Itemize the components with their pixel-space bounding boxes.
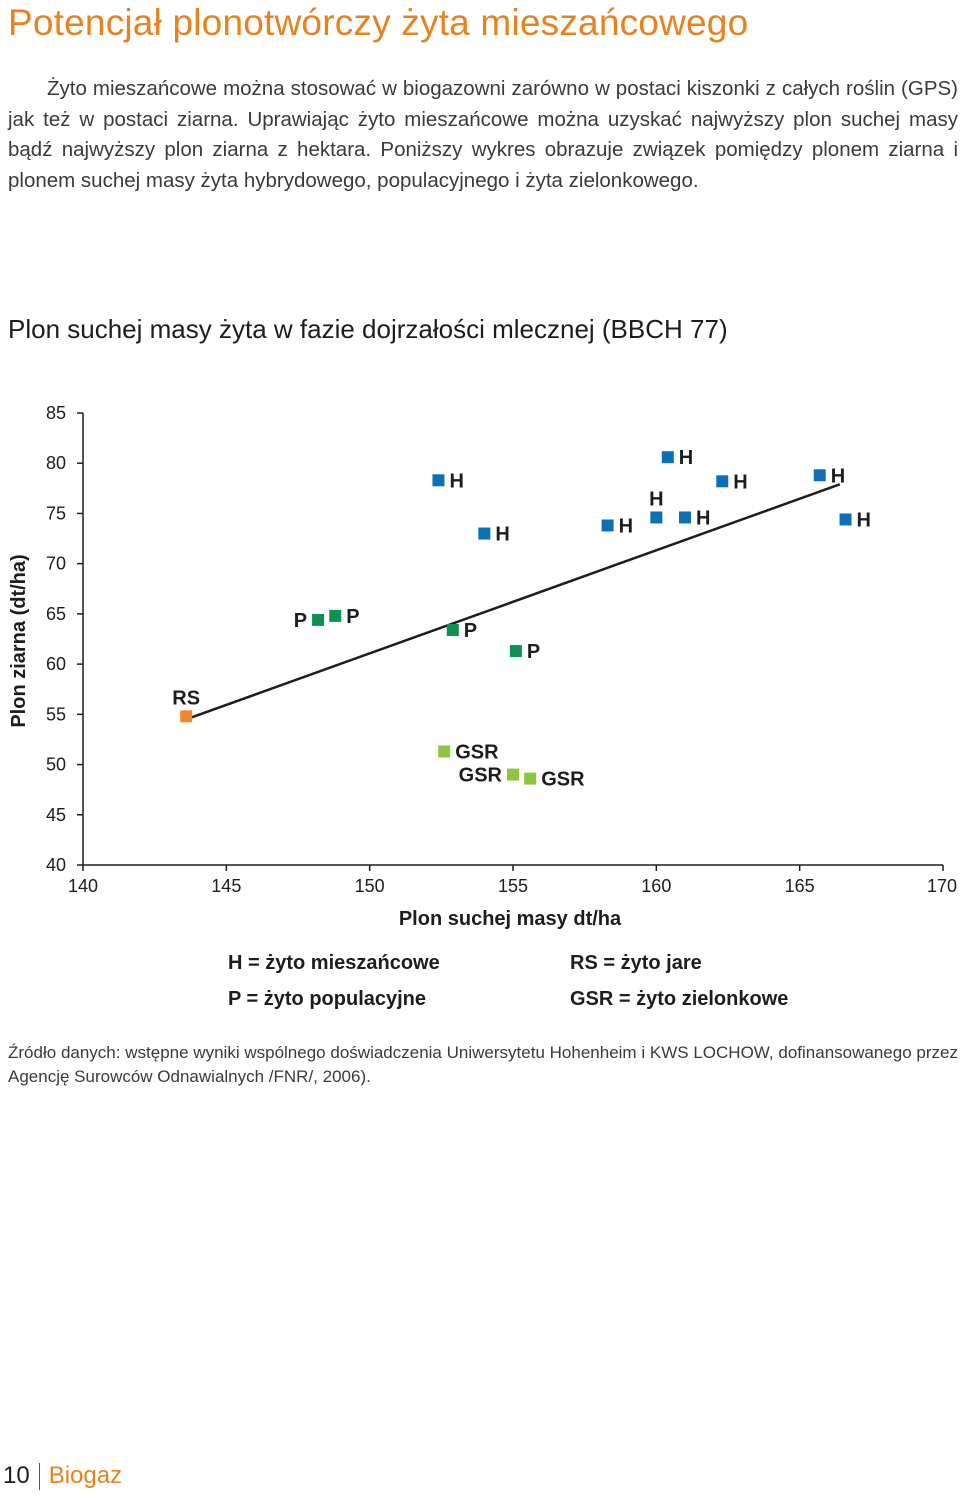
x-tick-label: 165: [785, 876, 815, 896]
page-number: 10: [3, 1462, 30, 1489]
publication-name: Biogaz: [48, 1462, 123, 1489]
data-point-label: H: [831, 465, 845, 487]
data-point-h: [478, 527, 491, 540]
y-tick-label: 85: [46, 403, 66, 423]
y-axis-label: Plon ziarna (dt/ha): [8, 554, 30, 727]
data-point-label: H: [733, 471, 747, 493]
x-axis: 140 145 150 155 160 165 170: [68, 864, 957, 896]
y-axis: 40 45 50 55 60 65 70 75 80 85: [46, 403, 84, 875]
data-point-label: GSR: [455, 741, 499, 763]
y-tick-label: 45: [46, 805, 66, 825]
x-axis-label: Plon suchej masy dt/ha: [399, 908, 622, 930]
legend: H = żyto mieszańcowe RS = żyto jare P = ży…: [228, 952, 788, 1010]
data-point-h: [601, 519, 614, 532]
data-point-gsr: [507, 768, 519, 781]
data-point-label: H: [679, 447, 693, 469]
data-point-label: P: [527, 641, 540, 663]
x-tick-label: 160: [641, 876, 671, 896]
y-tick-label: 70: [46, 554, 66, 574]
data-point-h: [716, 475, 729, 488]
legend-entry-p: P = żyto populacyjne: [228, 988, 426, 1010]
data-point-label: P: [346, 606, 359, 628]
data-point-rs: [180, 710, 193, 723]
data-point-h: [839, 513, 852, 526]
data-point-label: H: [649, 488, 663, 510]
footer-divider: [38, 1462, 40, 1490]
source-note: Źródło danych: wstępne wyniki wspólnego …: [8, 1043, 958, 1086]
data-point-label: P: [294, 610, 307, 632]
legend-entry-h: H = żyto mieszańcowe: [228, 952, 440, 974]
data-point-label: H: [619, 515, 633, 537]
data-point-label: H: [696, 507, 710, 529]
data-point-h: [661, 451, 674, 464]
data-point-label: GSR: [459, 765, 503, 787]
legend-entry-rs: RS = żyto jare: [570, 952, 702, 974]
y-tick-label: 75: [46, 503, 66, 523]
y-tick-label: 60: [46, 654, 66, 674]
y-tick-label: 80: [46, 453, 66, 473]
data-point-p: [312, 613, 325, 626]
data-point-h: [679, 511, 691, 524]
data-point-p: [329, 609, 342, 622]
data-point-p: [509, 645, 522, 658]
data-point-label: H: [449, 470, 463, 492]
data-point-gsr: [438, 745, 451, 758]
data-point-gsr: [524, 772, 537, 785]
data-point-p: [446, 623, 459, 636]
data-point-label: H: [857, 509, 871, 531]
y-tick-label: 55: [46, 704, 66, 724]
data-point-label: GSR: [541, 769, 585, 791]
y-tick-label: 65: [46, 604, 66, 624]
chart-heading: Plon suchej masy żyta w fazie dojrzałośc…: [8, 314, 728, 344]
data-point-label: H: [495, 524, 509, 546]
data-point-label: P: [464, 620, 477, 642]
data-point-label: RS: [172, 687, 200, 709]
x-tick-label: 150: [355, 876, 385, 896]
trendline: [185, 483, 841, 721]
y-tick-label: 40: [46, 855, 66, 875]
page-footer: 10 Biogaz: [3, 1462, 122, 1490]
x-tick-label: 170: [927, 876, 957, 896]
y-tick-label: 50: [46, 755, 66, 775]
x-tick-label: 145: [211, 876, 241, 896]
data-point-h: [432, 474, 445, 487]
x-tick-label: 140: [68, 876, 98, 896]
intro-paragraph: Żyto mieszańcowe można stosować w biogaz…: [8, 77, 958, 192]
x-tick-label: 155: [498, 876, 528, 896]
legend-entry-gsr: GSR = żyto zielonkowe: [570, 988, 788, 1010]
data-point-h: [813, 469, 826, 482]
page-title: Potencjał plonotwórczy żyta mieszańcoweg…: [8, 2, 749, 43]
data-point-h: [650, 511, 663, 524]
